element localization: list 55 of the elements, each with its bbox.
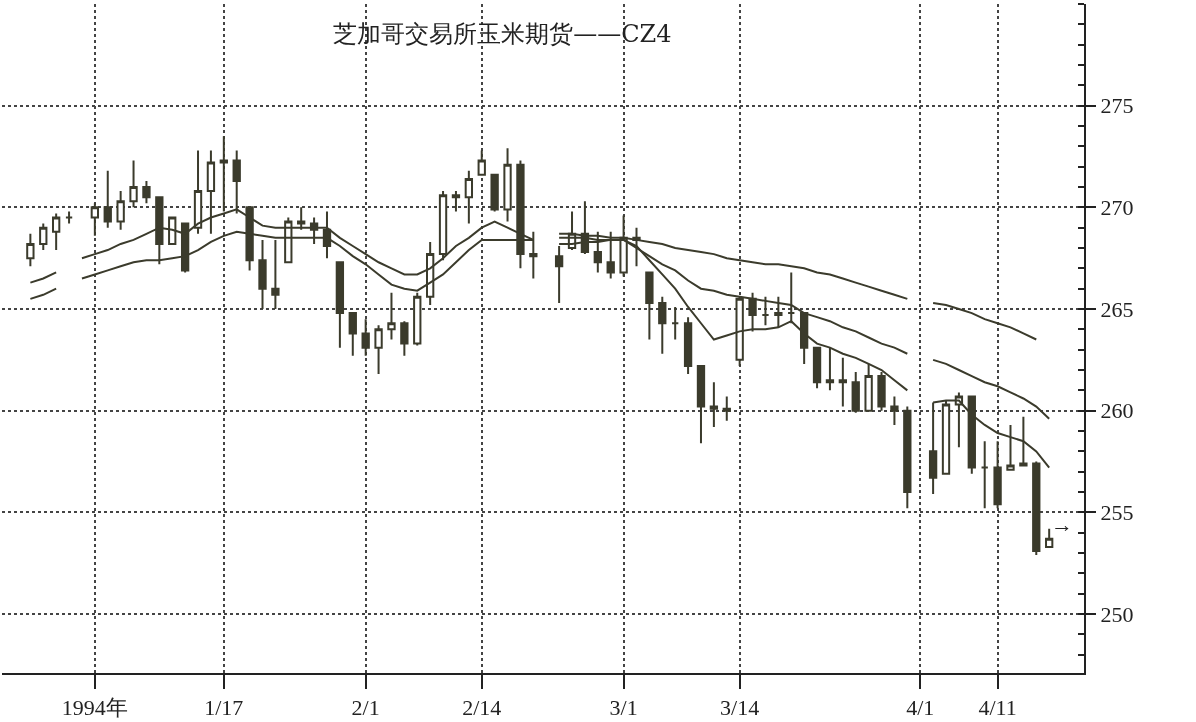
candlestick (464, 169, 474, 225)
candlestick (142, 179, 151, 205)
candlestick (683, 316, 693, 376)
candlestick (129, 159, 138, 209)
candlestick (838, 356, 847, 408)
candlestick (748, 291, 757, 333)
y-tick-label: 275 (1100, 93, 1134, 119)
candlestick (1032, 460, 1041, 557)
x-tick-label: 3/14 (720, 695, 760, 721)
candlestick (890, 395, 899, 426)
candlestick (52, 212, 61, 252)
candlestick (348, 312, 357, 357)
candlestick (761, 295, 770, 327)
candlestick (696, 364, 706, 445)
y-tick-label: 255 (1100, 500, 1134, 526)
candlestick (645, 271, 654, 341)
candlestick (993, 440, 1002, 510)
candlestick (451, 190, 461, 213)
candlestick (658, 295, 667, 355)
candlestick (103, 169, 112, 229)
x-tick-label: 2/1 (351, 695, 380, 721)
x-tick-label: 4/11 (978, 695, 1017, 721)
x-tick-label: 2/14 (462, 695, 502, 721)
candlestick (116, 190, 125, 231)
candlestick (722, 395, 731, 422)
candlestick (671, 305, 680, 341)
candlestick (851, 371, 860, 414)
y-tick-label: 250 (1100, 601, 1134, 627)
candlestick (64, 210, 74, 225)
y-tick-label: 260 (1100, 398, 1134, 424)
candlestick (490, 173, 499, 213)
candlestick (709, 381, 719, 428)
candlestick (374, 324, 383, 376)
candlestick (90, 202, 100, 237)
candlestick (39, 222, 48, 252)
candlestick (903, 405, 912, 510)
x-tick-label: 1994年 (61, 695, 128, 721)
candlestick (258, 238, 267, 311)
x-tick-label: 1/17 (204, 695, 244, 721)
candlestick (1045, 527, 1054, 548)
candlestick (361, 318, 370, 357)
candlestick (503, 147, 512, 223)
x-tick-label: 4/1 (906, 695, 935, 721)
candlestick (774, 295, 783, 329)
candlestick (387, 291, 396, 341)
y-tick-label: 265 (1100, 296, 1134, 322)
y-tick-label: 270 (1100, 195, 1134, 221)
annotation: → (1051, 512, 1073, 537)
x-tick-label: 3/1 (609, 695, 638, 721)
candlestick (980, 440, 989, 510)
candlestick (400, 320, 409, 357)
text: 芝加哥交易所玉米期货——CZ4 (333, 20, 672, 49)
candlestick (477, 149, 486, 176)
candlestick (26, 232, 35, 268)
candlestick (335, 261, 345, 349)
